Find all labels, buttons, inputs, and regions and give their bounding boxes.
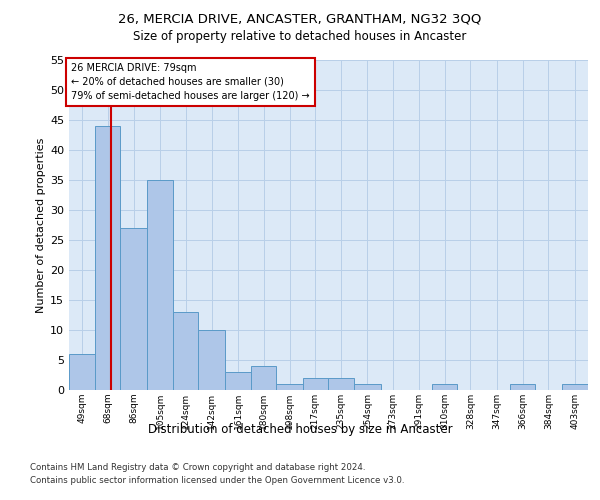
Bar bbox=[510, 384, 535, 390]
Bar bbox=[95, 126, 121, 390]
Text: 26, MERCIA DRIVE, ANCASTER, GRANTHAM, NG32 3QQ: 26, MERCIA DRIVE, ANCASTER, GRANTHAM, NG… bbox=[118, 12, 482, 26]
Text: Contains public sector information licensed under the Open Government Licence v3: Contains public sector information licen… bbox=[30, 476, 404, 485]
Text: Distribution of detached houses by size in Ancaster: Distribution of detached houses by size … bbox=[148, 422, 452, 436]
Bar bbox=[354, 384, 380, 390]
Text: 26 MERCIA DRIVE: 79sqm
← 20% of detached houses are smaller (30)
79% of semi-det: 26 MERCIA DRIVE: 79sqm ← 20% of detached… bbox=[71, 63, 310, 101]
Bar bbox=[199, 330, 225, 390]
Bar bbox=[147, 180, 173, 390]
Bar bbox=[225, 372, 251, 390]
Bar bbox=[251, 366, 277, 390]
Bar bbox=[69, 354, 95, 390]
Bar bbox=[173, 312, 199, 390]
Text: Contains HM Land Registry data © Crown copyright and database right 2024.: Contains HM Land Registry data © Crown c… bbox=[30, 462, 365, 471]
Bar bbox=[562, 384, 588, 390]
Bar bbox=[277, 384, 303, 390]
Bar bbox=[303, 378, 328, 390]
Bar bbox=[432, 384, 457, 390]
Bar bbox=[328, 378, 354, 390]
Bar bbox=[121, 228, 147, 390]
Y-axis label: Number of detached properties: Number of detached properties bbox=[36, 138, 46, 312]
Text: Size of property relative to detached houses in Ancaster: Size of property relative to detached ho… bbox=[133, 30, 467, 43]
